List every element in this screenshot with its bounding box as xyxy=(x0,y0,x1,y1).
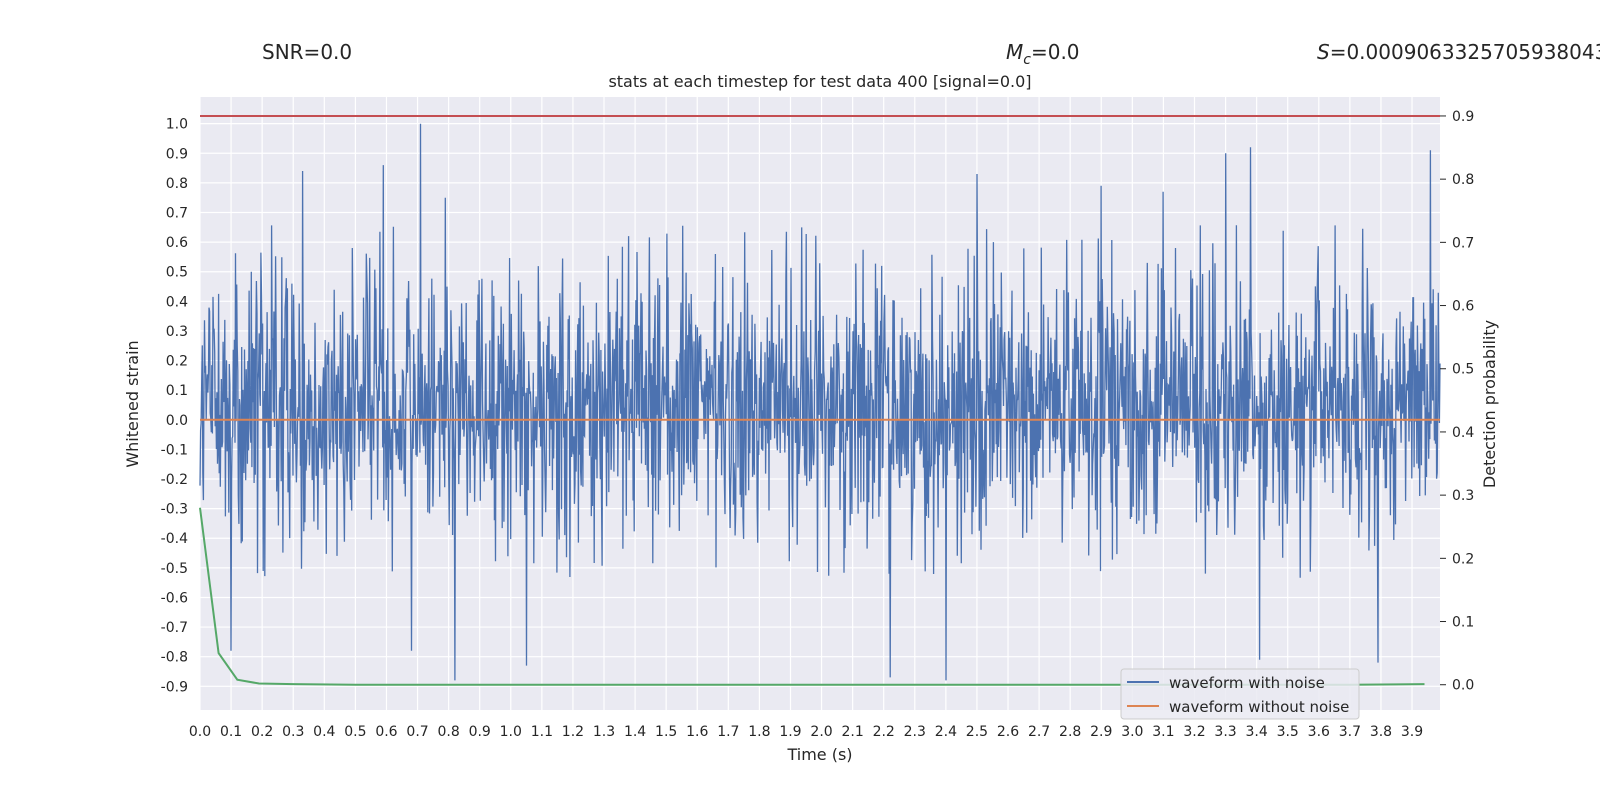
y-tick-label-right: 0.6 xyxy=(1452,299,1474,315)
y-tick-label-left: 1.0 xyxy=(166,117,188,133)
x-tick-label: 3.6 xyxy=(1308,724,1330,740)
y-tick-label-left: -0.3 xyxy=(161,502,188,518)
y-tick-label-right: 0.1 xyxy=(1452,615,1474,631)
x-tick-label: 0.2 xyxy=(251,724,273,740)
y-tick-label-left: -0.4 xyxy=(161,531,188,547)
x-tick-label: 1.4 xyxy=(624,724,646,740)
y-tick-label-right: 0.2 xyxy=(1452,551,1474,567)
snr-prefix: SNR= xyxy=(262,40,321,64)
chirp-mass-subscript: c xyxy=(1023,52,1031,68)
x-tick-label: 2.2 xyxy=(873,724,895,740)
noise-waveform-series xyxy=(199,123,1441,681)
x-tick-label: 2.8 xyxy=(1059,724,1081,740)
x-tick-label: 0.9 xyxy=(469,724,491,740)
x-tick-label: 2.1 xyxy=(841,724,863,740)
x-tick-label: 0.1 xyxy=(220,724,242,740)
y-tick-label-left: 0.8 xyxy=(166,176,188,192)
x-tick-label: 2.5 xyxy=(966,724,988,740)
y-tick-label-left: 0.1 xyxy=(166,383,188,399)
legend-box xyxy=(1120,668,1360,720)
x-tick-label: 3.1 xyxy=(1152,724,1174,740)
x-tick-label: 1.3 xyxy=(593,724,615,740)
y-tick-label-right: 0.4 xyxy=(1452,425,1474,441)
x-tick-label: 2.0 xyxy=(810,724,832,740)
x-tick-label: 3.3 xyxy=(1214,724,1236,740)
statistic-label: S=0.0009063325705938043 xyxy=(1317,40,1600,64)
x-tick-label: 0.6 xyxy=(375,724,397,740)
x-tick-label: 1.5 xyxy=(655,724,677,740)
tick-labels: 0.0 0.1 0.2 0.3 0.4 0.5 0.6 0.7 0.8 0.9 1.0 1.1 1.2 1… xyxy=(161,109,1475,740)
x-tick-label: 1.2 xyxy=(562,724,584,740)
y-tick-label-right: 0.8 xyxy=(1452,172,1474,188)
x-tick-label: 1.0 xyxy=(500,724,522,740)
chart-title: stats at each timestep for test data 400… xyxy=(608,72,1031,91)
statistic-symbol: S xyxy=(1317,40,1330,64)
statistic-value: =0.0009063325705938043 xyxy=(1329,40,1600,64)
x-tick-label: 2.3 xyxy=(904,724,926,740)
grid xyxy=(199,97,1440,710)
x-tick-label: 2.4 xyxy=(935,724,957,740)
y-tick-label-left: 0.3 xyxy=(166,324,188,340)
x-axis-label: Time (s) xyxy=(786,745,852,764)
chirp-mass-value: =0.0 xyxy=(1030,40,1080,64)
x-tick-label: 3.4 xyxy=(1246,724,1268,740)
y-tick-label-left: -0.5 xyxy=(161,561,188,577)
y-tick-label-left: 0.5 xyxy=(166,265,188,281)
snr-label: SNR=0.0 xyxy=(262,40,352,64)
snr-value: 0.0 xyxy=(320,40,353,64)
y-tick-label-left: 0.7 xyxy=(166,205,188,221)
y-tick-label-right: 0.0 xyxy=(1452,678,1474,694)
x-tick-label: 3.7 xyxy=(1339,724,1361,740)
x-tick-label: 2.7 xyxy=(1028,724,1050,740)
y-tick-label-right: 0.3 xyxy=(1452,488,1474,504)
x-tick-label: 0.5 xyxy=(344,724,366,740)
y-axis-label-right: Detection probability xyxy=(1480,320,1499,488)
y-tick-label-right: 0.7 xyxy=(1452,235,1474,251)
y-tick-label-right: 0.5 xyxy=(1452,362,1474,378)
x-tick-label: 0.7 xyxy=(406,724,428,740)
x-tick-label: 3.8 xyxy=(1370,724,1392,740)
x-tick-label: 0.8 xyxy=(437,724,459,740)
x-tick-label: 1.9 xyxy=(779,724,801,740)
noise-waveform-line xyxy=(199,123,1441,681)
x-tick-label: 0.3 xyxy=(282,724,304,740)
x-tick-label: 3.9 xyxy=(1401,724,1423,740)
chirp-mass-label: Mc=0.0 xyxy=(1006,40,1080,68)
y-axis-label-left: Whitened strain xyxy=(123,340,142,467)
x-tick-label: 3.0 xyxy=(1121,724,1143,740)
y-tick-label-left: -0.8 xyxy=(161,650,188,666)
y-tick-label-left: -0.1 xyxy=(161,442,188,458)
legend-label-noise: waveform with noise xyxy=(1169,674,1325,692)
x-tick-label: 2.9 xyxy=(1090,724,1112,740)
x-tick-label: 1.7 xyxy=(717,724,739,740)
x-tick-label: 1.6 xyxy=(686,724,708,740)
y-tick-label-left: -0.9 xyxy=(161,679,188,695)
x-tick-label: 0.0 xyxy=(189,724,211,740)
y-tick-label-left: 0.2 xyxy=(166,354,188,370)
legend-label-clean: waveform without noise xyxy=(1169,698,1349,716)
y-tick-label-left: -0.2 xyxy=(161,472,188,488)
legend: waveform with noise waveform without noi… xyxy=(1120,668,1360,720)
y-tick-label-left: -0.6 xyxy=(161,590,188,606)
x-tick-label: 2.6 xyxy=(997,724,1019,740)
chirp-mass-symbol: M xyxy=(1006,40,1024,64)
x-tick-label: 1.1 xyxy=(531,724,553,740)
x-tick-label: 1.8 xyxy=(748,724,770,740)
x-tick-label: 3.2 xyxy=(1183,724,1205,740)
y-tick-label-left: 0.9 xyxy=(166,146,188,162)
y-tick-label-left: 0.4 xyxy=(166,294,188,310)
y-tick-label-left: -0.7 xyxy=(161,620,188,636)
y-tick-label-left: 0.6 xyxy=(166,235,188,251)
y-tick-label-left: 0.0 xyxy=(166,413,188,429)
x-tick-label: 3.5 xyxy=(1277,724,1299,740)
y-tick-label-right: 0.9 xyxy=(1452,109,1474,125)
x-tick-label: 0.4 xyxy=(313,724,335,740)
